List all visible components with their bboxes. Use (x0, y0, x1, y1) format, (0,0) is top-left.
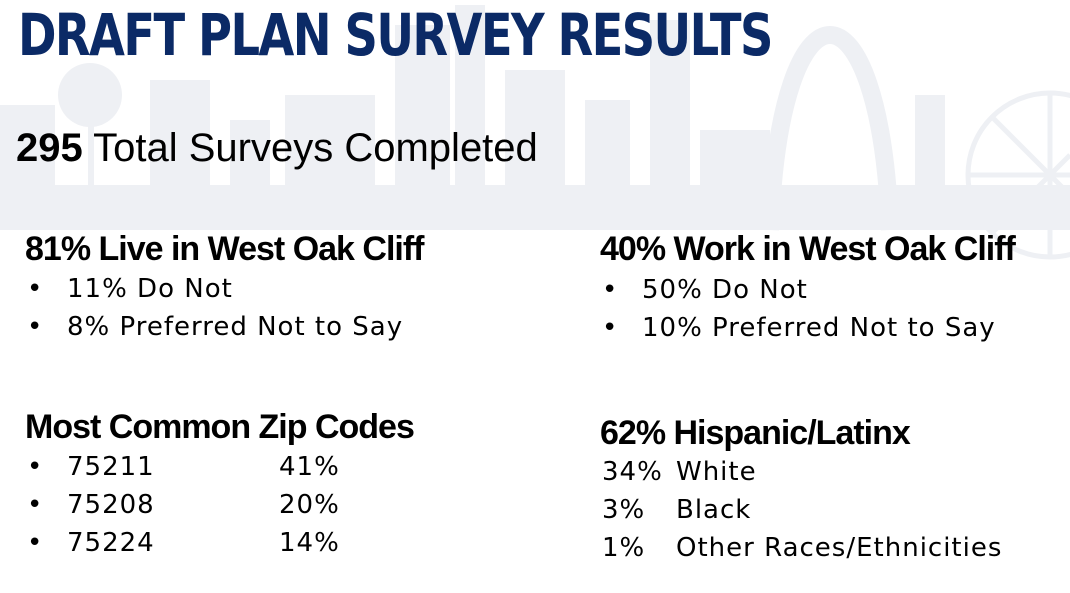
ethnicity-percent: 34% (602, 457, 663, 487)
page-title: DRAFT PLAN SURVEY RESULTS (18, 1, 773, 69)
zip-heading: Most Common Zip Codes (25, 408, 415, 446)
zip-percent: 20% (279, 490, 340, 520)
zip-percent: 14% (279, 528, 340, 558)
total-label: Total Surveys Completed (93, 126, 538, 170)
bullet-icon: • (602, 313, 619, 343)
ethnicity-percent: 3% (602, 495, 646, 525)
bullet-icon: • (27, 312, 44, 342)
ethnicity-percent: 1% (602, 533, 646, 563)
zip-code: 75208 (67, 490, 155, 520)
ethnicity-label: White (676, 457, 757, 487)
bullet-icon: • (602, 275, 619, 305)
work-heading: 40% Work in West Oak Cliff (600, 230, 1016, 268)
live-heading: 81% Live in West Oak Cliff (25, 230, 425, 268)
total-surveys: 295 Total Surveys Completed (16, 128, 538, 168)
ethnicity-label: Other Races/Ethnicities (676, 533, 1003, 563)
bullet-icon: • (27, 452, 44, 482)
total-number: 295 (16, 126, 83, 170)
ethnicity-label: Black (676, 495, 752, 525)
zip-code: 75211 (67, 452, 155, 482)
bullet-icon: • (27, 528, 44, 558)
zip-percent: 41% (279, 452, 340, 482)
bullet-icon: • (27, 490, 44, 520)
ethnicity-heading: 62% Hispanic/Latinx (600, 414, 911, 452)
zip-code: 75224 (67, 528, 155, 558)
bullet-icon: • (27, 274, 44, 304)
